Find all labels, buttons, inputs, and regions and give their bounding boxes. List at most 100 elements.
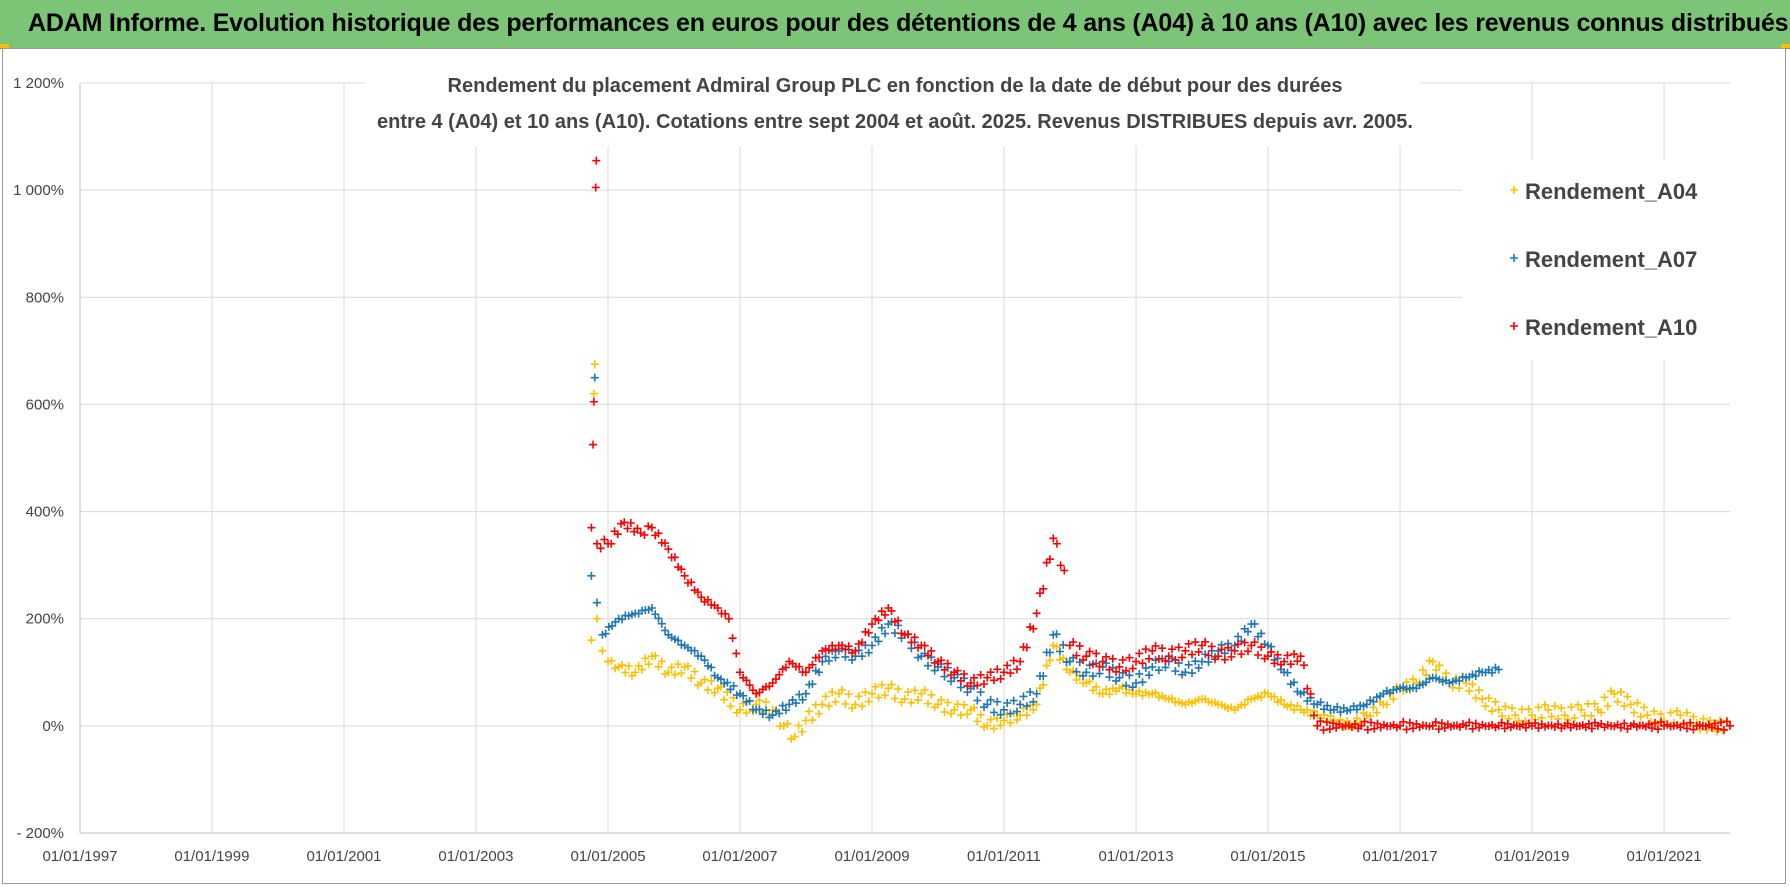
data-point (1178, 653, 1187, 662)
data-point (983, 700, 992, 709)
data-point (1363, 725, 1372, 734)
data-point (1250, 638, 1259, 647)
data-point (1009, 696, 1018, 705)
data-point (1016, 657, 1025, 666)
data-point (587, 636, 596, 645)
data-point (592, 539, 601, 548)
data-point (1115, 662, 1124, 671)
data-point (657, 657, 666, 666)
data-point (920, 641, 929, 650)
data-point (861, 688, 870, 697)
data-point (613, 530, 622, 539)
data-point (824, 656, 833, 665)
data-point (641, 654, 650, 663)
data-point (904, 630, 913, 639)
data-point (1623, 692, 1632, 701)
data-point (1125, 653, 1134, 662)
data-point (1455, 676, 1464, 685)
data-point (1442, 669, 1451, 678)
data-point (937, 695, 946, 704)
legend-marker-icon (1510, 254, 1518, 262)
data-point (1135, 649, 1144, 658)
data-point (1092, 649, 1101, 658)
plot-area (587, 156, 1734, 743)
data-point (1049, 534, 1058, 543)
data-point (950, 705, 959, 714)
data-point (1286, 660, 1295, 669)
data-point (739, 691, 748, 700)
data-point (720, 695, 729, 704)
data-point (970, 673, 979, 682)
data-point (1022, 711, 1031, 720)
data-point (1234, 632, 1243, 641)
data-point (607, 539, 616, 548)
data-point (1333, 702, 1342, 711)
data-point (838, 641, 847, 650)
data-point (1283, 668, 1292, 677)
data-point (703, 686, 712, 695)
data-point (795, 662, 804, 671)
data-point (1702, 725, 1711, 734)
data-point (841, 652, 850, 661)
data-point (690, 667, 699, 676)
data-point (1128, 664, 1137, 673)
chart-title-line-1: Rendement du placement Admiral Group PLC… (448, 75, 1343, 97)
data-point (1296, 652, 1305, 661)
data-point (1319, 726, 1328, 735)
data-point (1012, 707, 1021, 716)
data-point (851, 700, 860, 709)
data-point (1699, 714, 1708, 723)
data-point (1352, 705, 1361, 714)
data-point (1194, 647, 1203, 656)
data-point (966, 679, 975, 687)
data-point (1224, 643, 1233, 652)
data-point (697, 593, 706, 602)
data-point (973, 681, 982, 690)
data-point (1003, 698, 1012, 707)
data-point (999, 705, 1008, 714)
data-point (1722, 717, 1731, 726)
data-point (1207, 642, 1216, 651)
data-point (1488, 707, 1497, 716)
data-point (707, 663, 716, 672)
data-point (1590, 699, 1599, 708)
data-point (1145, 671, 1154, 680)
data-point (1092, 682, 1101, 691)
data-point (1026, 688, 1035, 696)
data-point (1343, 716, 1352, 725)
data-point (790, 732, 799, 741)
data-point (1145, 654, 1154, 663)
data-point (1039, 672, 1048, 681)
data-point (1531, 719, 1540, 728)
data-point (1132, 679, 1141, 687)
x-tick-label: 01/01/2017 (1362, 848, 1437, 865)
data-point (943, 698, 952, 707)
data-point (1676, 711, 1685, 720)
data-point (1276, 695, 1285, 704)
data-point (907, 698, 916, 707)
data-point (973, 717, 982, 726)
data-point (894, 685, 903, 694)
data-point (864, 648, 873, 657)
data-point (1039, 584, 1048, 593)
data-point (1171, 655, 1180, 664)
data-point (808, 660, 817, 669)
data-point (1204, 651, 1213, 660)
data-point (1102, 685, 1111, 694)
y-axis: - 200% 0% 200% 400% 600% 800% 1 000% 1 200% (13, 75, 64, 842)
data-point (1382, 700, 1391, 709)
data-point (851, 646, 860, 655)
data-point (1132, 657, 1141, 666)
data-point (1267, 647, 1276, 656)
data-point (1029, 705, 1038, 714)
data-point (1022, 702, 1031, 711)
data-point (623, 524, 632, 533)
data-point (1309, 711, 1318, 720)
data-point (868, 620, 877, 629)
data-point (864, 697, 873, 706)
data-point (1497, 718, 1506, 727)
data-point (1098, 657, 1107, 666)
data-point (831, 653, 840, 662)
data-point (933, 700, 942, 709)
data-point (924, 699, 933, 708)
